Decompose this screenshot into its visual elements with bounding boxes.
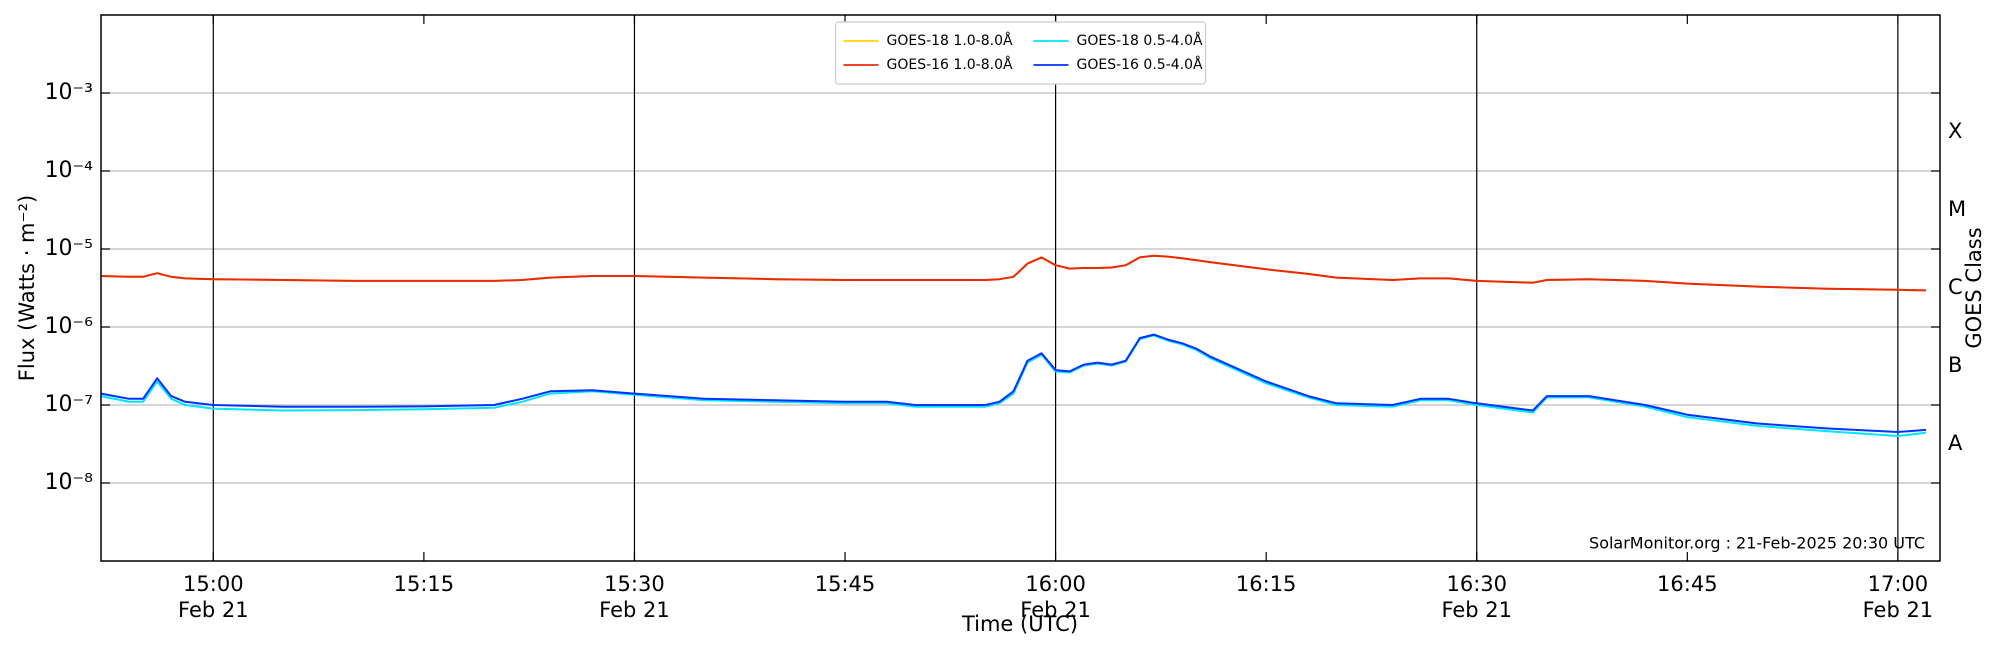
y-tick-label: 10⁻⁷ (45, 392, 93, 417)
plot-frame (100, 14, 1941, 562)
legend-label: GOES-16 0.5-4.0Å (1077, 56, 1203, 73)
x-tick-label: 16:15 (1236, 572, 1297, 596)
series-line (100, 254, 1927, 292)
y2-tick-label: C (1948, 275, 1963, 299)
legend-box (834, 21, 1207, 85)
y2-tick-label: X (1948, 119, 1962, 143)
annotation: SolarMonitor.org : 21-Feb-2025 20:30 UTC (1589, 534, 1925, 553)
x-tick-label: 15:00 Feb 21 (178, 572, 249, 622)
legend-label: GOES-16 1.0-8.0Å (887, 56, 1013, 73)
y-axis-label: Flux (Watts · m⁻²) (15, 195, 39, 381)
legend-label: GOES-18 1.0-8.0Å (887, 32, 1013, 49)
y2-tick-label: M (1948, 197, 1966, 221)
x-tick-label: 15:30 Feb 21 (599, 572, 670, 622)
y2-tick-label: B (1948, 353, 1962, 377)
legend-label: GOES-18 0.5-4.0Å (1077, 32, 1203, 49)
x-tick-label: 16:30 Feb 21 (1441, 572, 1512, 622)
x-tick-label: 16:00 Feb 21 (1020, 572, 1091, 622)
x-tick-label: 15:45 (815, 572, 876, 596)
y-tick-label: 10⁻³ (45, 80, 93, 105)
y-tick-label: 10⁻⁸ (45, 470, 94, 495)
series-line (100, 334, 1927, 437)
y2-axis-label: GOES Class (1962, 227, 1986, 348)
x-tick-label: 15:15 (394, 572, 455, 596)
y2-tick-label: A (1948, 431, 1963, 455)
series-line (100, 254, 1927, 292)
x-tick-label: 17:00 Feb 21 (1863, 572, 1934, 622)
y-tick-label: 10⁻⁵ (45, 236, 93, 261)
series-line (100, 333, 1927, 433)
x-axis-label: Time (UTC) (961, 612, 1078, 636)
y-tick-label: 10⁻⁶ (45, 314, 94, 339)
x-tick-label: 16:45 (1657, 572, 1718, 596)
y-tick-label: 10⁻⁴ (45, 158, 94, 183)
